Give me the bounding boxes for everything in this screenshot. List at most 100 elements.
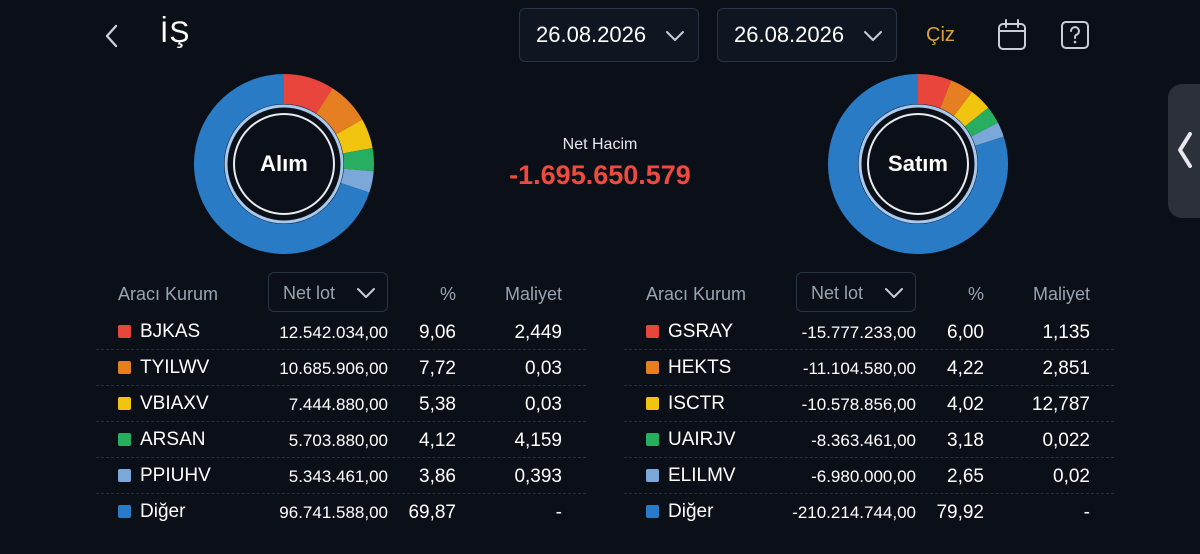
- start-date-value: 26.08.2026: [536, 22, 647, 47]
- chevron-down-icon: [357, 288, 375, 298]
- page-title: İŞ: [160, 16, 191, 49]
- column-header-broker: Aracı Kurum: [118, 284, 219, 304]
- end-date-value: 26.08.2026: [734, 22, 845, 47]
- broker-name: BJKAS: [140, 321, 201, 342]
- broker-name: UAIRJV: [668, 429, 736, 450]
- donut-slice-elilmv[interactable]: [971, 122, 1004, 146]
- chevron-down-icon: [666, 31, 684, 41]
- broker-name: ISCTR: [668, 393, 725, 414]
- cost-value: 1,135: [1042, 322, 1090, 343]
- sell-metric-select[interactable]: Net lot: [796, 272, 916, 312]
- help-icon: [1061, 21, 1089, 49]
- lot-value: 10.685.906,00: [279, 359, 388, 378]
- donut-slice-vbiaxv[interactable]: [336, 119, 373, 154]
- table-row[interactable]: ARSAN 5.703.880,00 4,12 4,159: [96, 422, 586, 458]
- broker-name: GSRAY: [668, 321, 734, 342]
- net-volume-value: -1.695.650.579: [509, 160, 691, 190]
- donut-slice-hekts[interactable]: [940, 80, 972, 116]
- chevron-left-icon: [105, 24, 118, 48]
- legend-swatch: [118, 469, 131, 482]
- percent-value: 2,65: [947, 466, 984, 487]
- lot-value: -210.214.744,00: [792, 503, 916, 522]
- broker-name: ELILMV: [668, 465, 736, 486]
- donut-slice-arsan[interactable]: [343, 148, 374, 172]
- table-row[interactable]: ELILMV -6.980.000,00 2,65 0,02: [624, 458, 1114, 494]
- table-row[interactable]: Diğer -210.214.744,00 79,92 -: [624, 494, 1114, 529]
- draw-button[interactable]: Çiz: [926, 24, 955, 46]
- buy-donut-chart: [193, 74, 374, 255]
- cost-value: 0,03: [525, 394, 562, 415]
- calendar-button[interactable]: [996, 18, 1028, 52]
- donut-slice-gsray[interactable]: [918, 74, 952, 109]
- lot-value: -10.578.856,00: [801, 395, 916, 414]
- donut-slice-uairjv[interactable]: [964, 107, 998, 137]
- percent-value: 6,00: [947, 322, 984, 343]
- sell-metric-value: Net lot: [811, 283, 864, 303]
- table-row[interactable]: GSRAY -15.777.233,00 6,00 1,135: [624, 314, 1114, 350]
- column-header-percent: %: [967, 284, 984, 304]
- donut-slice-ppiuhv[interactable]: [340, 168, 374, 193]
- sell-table-header: Aracı Kurum Net lot % Maliyet: [624, 272, 1114, 312]
- cost-value: 0,022: [1042, 430, 1090, 451]
- table-row[interactable]: HEKTS -11.104.580,00 4,22 2,851: [624, 350, 1114, 386]
- donut-slice-bjkas[interactable]: [284, 74, 333, 114]
- lot-value: -6.980.000,00: [811, 467, 916, 486]
- chevron-left-icon: [1178, 132, 1192, 168]
- broker-name: Diğer: [668, 501, 714, 522]
- table-row[interactable]: UAIRJV -8.363.461,00 3,18 0,022: [624, 422, 1114, 458]
- donut-center-outline: [867, 113, 969, 215]
- sell-rows: GSRAY -15.777.233,00 6,00 1,135 HEKTS -11.104…: [624, 314, 1114, 529]
- donut-slice-isctr[interactable]: [953, 91, 989, 127]
- broker-name: Diğer: [140, 501, 186, 522]
- side-panel-toggle[interactable]: [1168, 84, 1200, 218]
- legend-swatch: [646, 433, 659, 446]
- sell-donut-chart: [828, 74, 1008, 254]
- cost-value: -: [1083, 502, 1090, 523]
- donut-slice-diğer[interactable]: [193, 74, 370, 255]
- end-date-select[interactable]: 26.08.2026: [717, 8, 897, 62]
- legend-swatch: [118, 397, 131, 410]
- percent-value: 3,86: [419, 466, 456, 487]
- percent-value: 3,18: [947, 430, 984, 451]
- legend-swatch: [646, 397, 659, 410]
- donut-center-outline: [233, 113, 335, 215]
- broker-name: ARSAN: [140, 429, 206, 450]
- table-row[interactable]: TYILWV 10.685.906,00 7,72 0,03: [96, 350, 586, 386]
- cost-value: 0,03: [525, 358, 562, 379]
- top-bar: İŞ 26.08.2026 26.08.2026 Çiz: [0, 0, 1200, 70]
- cost-value: 0,393: [514, 466, 562, 487]
- cost-value: 2,449: [514, 322, 562, 343]
- cost-value: 0,02: [1053, 466, 1090, 487]
- lot-value: 12.542.034,00: [279, 323, 388, 342]
- donut-hole: [230, 110, 338, 218]
- broker-name: TYILWV: [140, 357, 210, 378]
- table-row[interactable]: BJKAS 12.542.034,00 9,06 2,449: [96, 314, 586, 350]
- lot-value: 5.343.461,00: [288, 467, 388, 486]
- start-date-select[interactable]: 26.08.2026: [519, 8, 699, 62]
- column-header-percent: %: [439, 284, 456, 304]
- buy-metric-value: Net lot: [283, 283, 336, 303]
- percent-value: 4,02: [947, 394, 984, 415]
- legend-swatch: [118, 505, 131, 518]
- buy-metric-select[interactable]: Net lot: [268, 272, 388, 312]
- donut-slice-diğer[interactable]: [828, 74, 1008, 254]
- help-button[interactable]: [1059, 18, 1091, 52]
- calendar-icon: [998, 19, 1026, 50]
- buy-table-header: Aracı Kurum Net lot % Maliyet: [96, 272, 586, 312]
- legend-swatch: [118, 361, 131, 374]
- percent-value: 5,38: [419, 394, 456, 415]
- lot-value: 96.741.588,00: [279, 503, 388, 522]
- legend-swatch: [646, 325, 659, 338]
- table-row[interactable]: ISCTR -10.578.856,00 4,02 12,787: [624, 386, 1114, 422]
- table-row[interactable]: VBIAXV 7.444.880,00 5,38 0,03: [96, 386, 586, 422]
- table-row[interactable]: PPIUHV 5.343.461,00 3,86 0,393: [96, 458, 586, 494]
- donut-slice-tyilwv[interactable]: [316, 88, 363, 135]
- donut-inner-ring: [224, 104, 344, 224]
- buy-rows: BJKAS 12.542.034,00 9,06 2,449 TYILWV 10.685.…: [96, 314, 586, 529]
- donut-hole: [864, 110, 972, 218]
- percent-value: 7,72: [419, 358, 456, 379]
- table-row[interactable]: Diğer 96.741.588,00 69,87 -: [96, 494, 586, 529]
- back-button[interactable]: [100, 20, 124, 52]
- legend-swatch: [646, 361, 659, 374]
- sell-donut-label: Satım: [888, 151, 948, 176]
